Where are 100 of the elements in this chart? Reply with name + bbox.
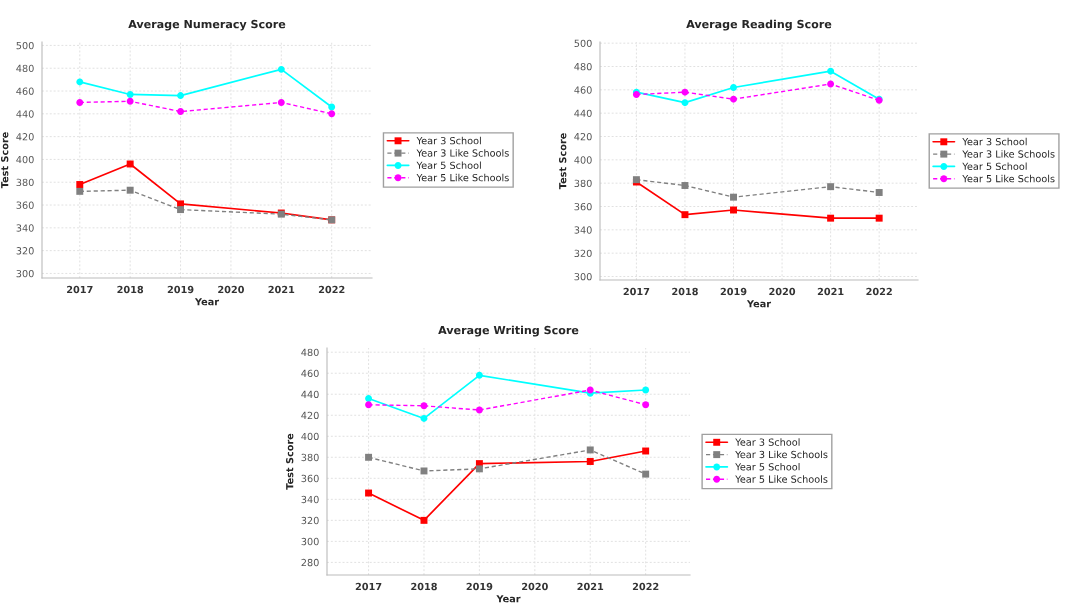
y-tick-label: 320 [16,247,34,255]
y-tick-label: 360 [574,202,592,211]
point [420,414,428,422]
point [475,465,483,473]
chart-title: Average Numeracy Score [128,19,286,31]
y-tick-label: 320 [574,249,592,257]
x-tick-label: 2021 [268,285,295,294]
point [177,92,185,100]
x-tick-label: 2018 [117,285,144,294]
point [730,84,737,91]
chart-title: Average Reading Score [686,19,832,31]
y-axis-title: Test Score [559,133,567,190]
x-tick-label: 2021 [577,582,604,591]
x-tick-label: 2022 [632,582,659,591]
y-tick-label: 340 [574,226,592,234]
y-tick-label: 340 [16,224,34,232]
y-tick-label: 480 [16,64,34,73]
point [475,406,483,414]
x-tick-label: 2019 [720,287,747,296]
y-tick-label: 440 [301,390,319,399]
x-tick-label: 2020 [769,287,796,296]
y-tick-label: 420 [301,411,319,420]
point [76,78,84,86]
x-tick-label: 2017 [355,582,382,591]
y-tick-label: 500 [574,39,592,47]
x-tick-label: 2018 [411,582,437,591]
y-tick-label: 400 [301,432,319,441]
point [277,98,285,106]
x-tick-label: 2018 [672,287,698,296]
y-tick-label: 380 [301,453,319,462]
x-tick-label: 2017 [67,285,93,294]
x-tick-label: 2017 [623,287,650,296]
point [681,211,689,219]
point [328,110,336,118]
x-tick-label: 2020 [218,285,244,294]
y-tick-label: 400 [574,156,592,164]
y-tick-label: 380 [574,179,592,187]
y-tick-label: 420 [574,132,592,141]
legend-label: Year 5 Like Schools [735,475,828,483]
point [365,489,373,497]
chart-title: Average Writing Score [438,325,579,337]
point [875,189,883,196]
point [76,98,84,106]
x-axis-title: Year [194,298,220,306]
x-tick-label: 2022 [866,287,892,296]
point [76,187,84,195]
point [730,193,737,201]
legend-label: Year 3 School [416,136,481,145]
point [642,401,650,409]
legend-label: Year 3 Like Schools [735,450,828,459]
point [420,402,428,410]
legend-label: Year 5 Like Schools [962,174,1055,183]
point [827,214,835,222]
point [365,401,373,409]
y-axis-title: Test Score [286,433,294,490]
point [126,186,134,194]
point [586,446,594,454]
y-tick-label: 460 [301,369,319,378]
point [875,214,883,222]
y-tick-label: 480 [574,62,592,71]
y-tick-label: 380 [16,178,34,187]
legend-label: Year 3 School [735,438,800,446]
point [475,371,483,379]
y-tick-label: 420 [16,133,34,141]
point [328,103,336,111]
point [681,99,689,107]
point [681,88,689,96]
x-axis-title: Year [746,300,772,308]
y-axis-title: Test Score [1,132,9,189]
legend-label: Year 3 Like Schools [416,149,509,157]
y-tick-label: 460 [16,87,34,95]
point [730,95,737,103]
point [76,181,84,188]
y-tick-label: 500 [16,41,34,50]
y-tick-label: 340 [301,495,319,504]
legend-label: Year 5 School [962,162,1027,170]
x-tick-label: 2020 [522,582,548,591]
point [177,108,185,116]
y-tick-label: 360 [16,201,34,209]
point [827,183,835,191]
point [365,453,373,461]
point [126,90,134,98]
y-tick-label: 280 [301,558,319,567]
point [681,182,689,189]
point [827,80,835,88]
point [177,206,185,214]
y-tick-label: 360 [301,474,319,483]
legend-label: Year 3 School [962,137,1027,146]
x-tick-label: 2021 [817,287,844,296]
x-tick-label: 2019 [167,285,194,294]
y-tick-label: 300 [574,272,592,281]
legend-label: Year 5 School [416,161,481,169]
point [642,470,650,478]
y-tick-label: 440 [16,110,34,118]
point [277,65,285,73]
point [642,386,650,394]
y-tick-label: 320 [301,516,319,525]
point [586,458,594,465]
point [126,97,134,105]
legend-label: Year 5 Like Schools [416,173,509,182]
